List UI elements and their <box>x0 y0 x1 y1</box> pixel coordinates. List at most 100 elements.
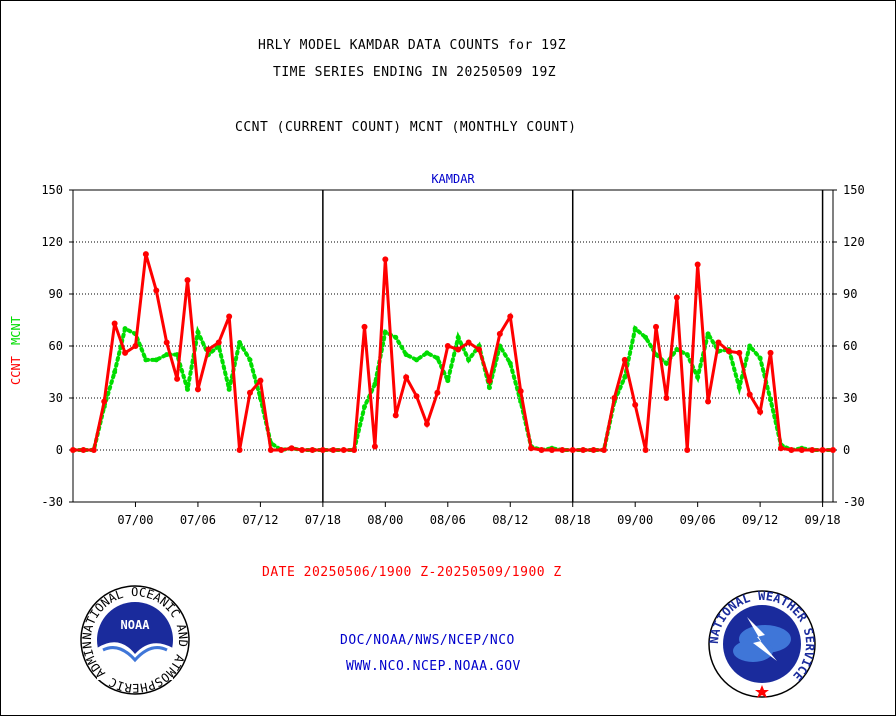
x-tick-label: 09/12 <box>742 513 778 527</box>
y-tick-label-right: -30 <box>843 495 865 509</box>
chart-title-line2: TIME SERIES ENDING IN 20250509 19Z <box>273 65 557 80</box>
x-tick-label: 09/18 <box>805 513 841 527</box>
data-point-mcnt <box>663 360 669 366</box>
data-point-ccnt <box>111 320 118 327</box>
data-point-ccnt <box>122 349 129 356</box>
data-point-ccnt <box>736 349 743 356</box>
data-point-ccnt <box>267 447 274 453</box>
data-point-ccnt <box>278 447 285 453</box>
data-point-mcnt <box>393 334 399 340</box>
data-point-ccnt <box>403 374 410 381</box>
y-axis-label-mcnt: MCNT <box>9 316 23 345</box>
data-point-mcnt <box>362 404 368 410</box>
data-point-mcnt <box>486 385 492 391</box>
data-point-ccnt <box>746 391 753 398</box>
chart-title-line1: HRLY MODEL KAMDAR DATA COUNTS for 19Z <box>258 38 567 53</box>
data-point-ccnt <box>101 398 108 405</box>
data-point-ccnt <box>538 447 545 453</box>
data-point-mcnt <box>153 357 159 363</box>
x-tick-label: 07/12 <box>242 513 278 527</box>
data-point-ccnt <box>80 447 87 453</box>
data-point-mcnt <box>747 343 753 349</box>
nco-website-link[interactable]: WWW.NCO.NCEP.NOAA.GOV <box>346 659 521 674</box>
data-point-ccnt <box>236 447 243 453</box>
data-point-ccnt <box>309 447 316 453</box>
data-point-mcnt <box>674 346 680 352</box>
y-tick-label-left: 150 <box>41 183 63 197</box>
data-point-ccnt <box>663 395 670 401</box>
data-point-mcnt <box>164 352 170 358</box>
data-point-ccnt <box>476 346 483 353</box>
data-point-mcnt <box>445 378 451 384</box>
data-point-ccnt <box>194 386 201 393</box>
data-point-mcnt <box>695 374 701 380</box>
data-point-mcnt <box>195 329 201 335</box>
data-point-mcnt <box>705 331 711 337</box>
data-point-ccnt <box>413 393 420 400</box>
data-point-mcnt <box>466 357 472 363</box>
data-point-ccnt <box>319 447 326 453</box>
data-point-ccnt <box>559 447 566 453</box>
data-point-ccnt <box>299 447 306 453</box>
data-point-ccnt <box>163 339 170 346</box>
y-tick-label-right: 120 <box>843 235 865 249</box>
data-point-ccnt <box>517 388 524 395</box>
nco-doc-link[interactable]: DOC/NOAA/NWS/NCEP/NCO <box>340 633 515 648</box>
data-point-mcnt <box>143 357 149 363</box>
x-tick-label: 08/12 <box>492 513 528 527</box>
data-point-ccnt <box>215 339 222 346</box>
data-point-ccnt <box>507 313 514 320</box>
data-point-ccnt <box>423 421 430 427</box>
nws-logo-icon: NATIONAL WEATHER SERVICE <box>707 589 817 698</box>
data-point-mcnt <box>424 350 430 356</box>
data-point-ccnt <box>132 343 139 349</box>
data-point-ccnt <box>725 348 732 355</box>
data-point-mcnt <box>372 381 378 387</box>
data-point-ccnt <box>351 447 358 453</box>
data-point-ccnt <box>777 445 784 452</box>
data-point-mcnt <box>643 334 649 340</box>
y-tick-label-right: 90 <box>843 287 857 301</box>
data-point-mcnt <box>122 326 128 332</box>
data-point-ccnt <box>70 447 76 453</box>
data-point-ccnt <box>142 251 149 258</box>
data-point-mcnt <box>382 329 388 335</box>
data-point-ccnt <box>694 261 701 268</box>
data-point-mcnt <box>736 385 742 391</box>
chart-station-title: KAMDAR <box>431 172 475 186</box>
data-point-ccnt <box>330 447 337 453</box>
data-point-ccnt <box>611 395 618 401</box>
chart-subtitle: CCNT (CURRENT COUNT) MCNT (MONTHLY COUNT… <box>235 120 577 135</box>
data-point-ccnt <box>257 377 264 384</box>
data-point-mcnt <box>226 386 232 392</box>
data-point-ccnt <box>590 447 597 453</box>
data-point-ccnt <box>486 377 493 384</box>
data-point-ccnt <box>684 447 691 453</box>
data-point-ccnt <box>205 346 212 353</box>
y-tick-label-right: 30 <box>843 391 857 405</box>
y-tick-label-left: 90 <box>49 287 63 301</box>
date-range-label: DATE 20250506/1900 Z-20250509/1900 Z <box>262 565 562 580</box>
data-point-mcnt <box>757 355 763 361</box>
data-point-ccnt <box>184 277 191 284</box>
x-tick-label: 08/18 <box>555 513 591 527</box>
data-point-ccnt <box>621 356 628 363</box>
data-point-ccnt <box>642 447 649 453</box>
data-point-ccnt <box>569 447 576 453</box>
data-point-ccnt <box>788 447 795 453</box>
data-point-ccnt <box>528 445 535 452</box>
data-point-ccnt <box>288 445 295 452</box>
data-point-mcnt <box>112 369 118 375</box>
data-point-mcnt <box>632 326 638 332</box>
data-point-mcnt <box>403 352 409 358</box>
data-point-mcnt <box>622 374 628 380</box>
data-point-ccnt <box>90 447 97 453</box>
data-point-ccnt <box>226 313 233 320</box>
data-point-ccnt <box>830 447 836 453</box>
data-point-mcnt <box>684 352 690 358</box>
data-point-ccnt <box>819 447 826 453</box>
data-point-ccnt <box>715 339 722 346</box>
data-point-ccnt <box>153 287 160 294</box>
